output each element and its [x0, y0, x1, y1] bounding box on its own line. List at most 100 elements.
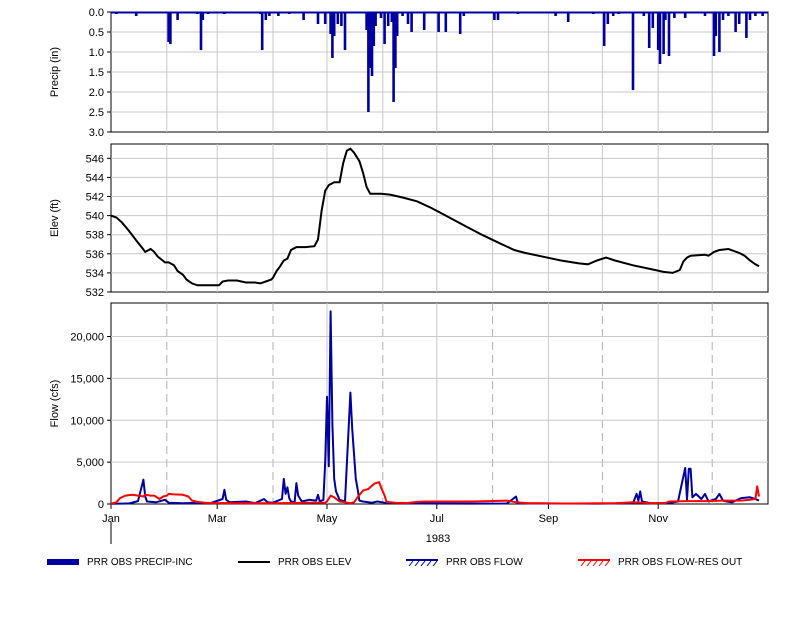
- precip-bar: [496, 12, 500, 20]
- precip-bar: [721, 12, 725, 20]
- precip-bar: [748, 12, 752, 20]
- precip-bar: [462, 12, 466, 16]
- y-tick-label-elev: 536: [86, 249, 104, 261]
- y-tick-label-elev: 538: [86, 230, 104, 242]
- plot-frame-3: [110, 302, 769, 505]
- y-tick-label-elev: 542: [86, 192, 104, 204]
- precip-bar: [714, 12, 718, 36]
- precip-bar: [761, 12, 764, 16]
- precip-bar: [718, 12, 721, 52]
- precip-bar: [458, 12, 462, 34]
- y-tick-label-precip: 1.5: [89, 67, 104, 79]
- legend-swatch-precip: [47, 558, 79, 566]
- precip-bar: [167, 12, 170, 42]
- precip-bar: [392, 12, 395, 102]
- precip-bar: [611, 12, 615, 16]
- legend-swatch-res-out: [578, 558, 610, 567]
- precip-bar: [372, 12, 376, 46]
- precip-bar: [656, 12, 660, 50]
- plot-frame-2: [110, 143, 769, 293]
- precip-bar: [365, 12, 368, 30]
- precip-bar: [631, 12, 635, 90]
- y-tick-label-precip: 2.0: [89, 87, 104, 99]
- precip-bar: [712, 12, 716, 56]
- legend-label-res-out: PRR OBS FLOW-RES OUT: [618, 556, 743, 568]
- y-axis-label-precip: Precip (in): [49, 47, 61, 97]
- y-tick-label-elev: 544: [86, 172, 104, 184]
- precip-bar: [662, 12, 665, 54]
- precip-bar: [395, 12, 399, 36]
- legend-label-precip: PRR OBS PRECIP-INC: [87, 556, 193, 568]
- y-tick-label-precip: 0.5: [89, 27, 104, 39]
- precip-bar: [410, 12, 413, 32]
- y-tick-label-elev: 532: [86, 287, 104, 299]
- precip-bar: [264, 12, 268, 20]
- precip-bar: [332, 12, 336, 36]
- x-tick-label: May: [317, 513, 338, 525]
- precip-bar: [642, 12, 646, 16]
- y-tick-label-flow: 10,000: [70, 415, 104, 427]
- precip-bar: [606, 12, 610, 24]
- precip-bar: [754, 12, 757, 16]
- precip-bar: [386, 12, 390, 26]
- elevation-line: [110, 147, 760, 287]
- legend-item-elev: PRR OBS ELEV: [238, 552, 351, 572]
- precip-bar: [201, 12, 205, 20]
- res-out-line: [110, 481, 760, 505]
- precip-bar: [745, 12, 748, 38]
- y-tick-label-precip: 1.0: [89, 47, 104, 59]
- y-tick-label-elev: 540: [86, 211, 104, 223]
- precip-bar: [406, 12, 410, 24]
- precip-bar: [401, 12, 404, 16]
- precip-bar: [667, 12, 671, 56]
- precip-bar: [683, 12, 687, 18]
- y-tick-label-elev: 534: [86, 268, 104, 280]
- y-tick-label-flow: 5,000: [76, 457, 104, 469]
- precip-bar: [651, 12, 655, 28]
- precip-bar: [602, 12, 606, 46]
- precip-bar: [422, 12, 426, 30]
- precip-bar: [383, 12, 386, 44]
- precip-bar: [727, 12, 730, 16]
- precip-bar: [437, 12, 440, 32]
- legend-swatch-elev: [238, 558, 270, 566]
- x-tick-label: Sep: [539, 513, 559, 525]
- precip-bar: [331, 12, 334, 58]
- precip-bar: [169, 12, 172, 44]
- precip-bar: [368, 12, 372, 68]
- precip-bar: [336, 12, 340, 24]
- precip-bar: [176, 12, 179, 20]
- precip-bar: [374, 12, 377, 26]
- precip-bar: [329, 12, 332, 34]
- y-tick-label-flow: 20,000: [70, 332, 104, 344]
- x-tick-label: Jan: [102, 513, 120, 525]
- x-axis-year-label: 1983: [426, 533, 450, 545]
- x-tick-label: Jul: [430, 513, 444, 525]
- precip-bar: [444, 12, 448, 32]
- y-tick-label-precip: 2.5: [89, 107, 104, 119]
- y-axis-label-elev: Elev (ft): [49, 199, 61, 237]
- legend-label-flow: PRR OBS FLOW: [446, 556, 523, 568]
- precip-bar: [566, 12, 570, 22]
- y-tick-label-elev: 546: [86, 153, 104, 165]
- legend-label-elev: PRR OBS ELEV: [278, 556, 352, 568]
- precip-bar: [316, 12, 320, 24]
- precip-bar: [554, 12, 557, 16]
- precip-bar: [379, 12, 383, 18]
- precip-bar: [343, 12, 347, 50]
- legend-item-precip: PRR OBS PRECIP-INC: [47, 552, 193, 572]
- precip-bar: [493, 12, 496, 20]
- precip-bar: [302, 12, 305, 20]
- precip-bar: [703, 12, 707, 16]
- precip-bar: [367, 12, 370, 112]
- precip-bar: [664, 12, 667, 20]
- precip-bar: [390, 12, 394, 22]
- precip-bar: [658, 12, 662, 64]
- x-tick-label: Nov: [648, 513, 668, 525]
- x-tick-label: Mar: [208, 513, 227, 525]
- y-tick-label-flow: 15,000: [70, 373, 104, 385]
- precip-bar: [340, 12, 343, 26]
- precip-bar: [673, 12, 676, 18]
